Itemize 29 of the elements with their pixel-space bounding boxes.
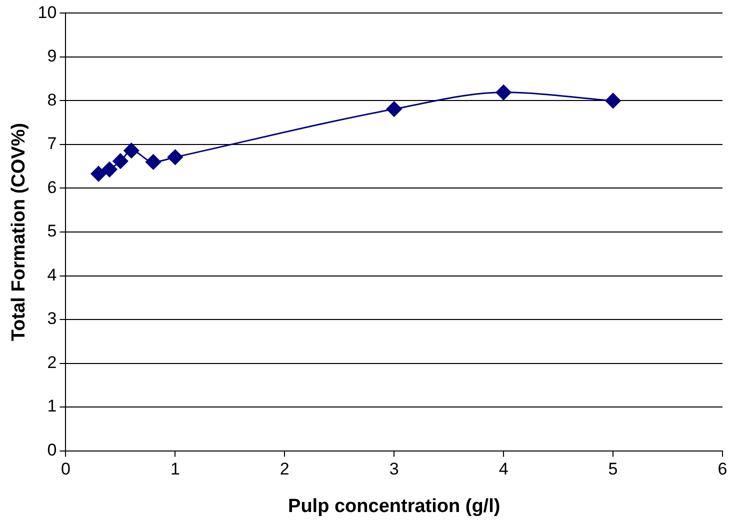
point xyxy=(124,142,140,158)
y-tick-label: 0 xyxy=(47,440,57,460)
y-tick-label: 4 xyxy=(47,265,57,284)
y-axis-title: Total Formation (COV%) xyxy=(8,122,30,342)
x-tick-label: 6 xyxy=(718,460,728,479)
y-tick-label: 9 xyxy=(47,46,57,66)
x-tick-label: 3 xyxy=(389,460,399,479)
point xyxy=(90,166,106,182)
x-tick-label: 1 xyxy=(170,460,180,479)
point xyxy=(146,154,162,170)
x-tick-label: 4 xyxy=(498,460,508,479)
x-axis-title: Pulp concentration (g/l) xyxy=(288,496,500,517)
y-tick-label: 8 xyxy=(47,90,57,110)
y-tick-label: 3 xyxy=(47,309,57,328)
x-tick-label: 0 xyxy=(60,460,70,479)
y-tick-label: 7 xyxy=(47,134,57,154)
point xyxy=(102,162,118,178)
y-tick-label: 2 xyxy=(47,352,57,372)
y-tick-label: 5 xyxy=(47,222,57,241)
y-tick-label: 1 xyxy=(47,396,57,416)
x-tick-label: 5 xyxy=(608,460,618,479)
point xyxy=(112,153,128,169)
x-tick-label: 2 xyxy=(280,460,290,479)
y-tick-label: 10 xyxy=(38,2,57,22)
point xyxy=(386,101,402,117)
y-tick-label: 6 xyxy=(47,178,57,197)
point xyxy=(496,84,512,100)
point xyxy=(167,149,183,165)
point xyxy=(605,92,621,108)
